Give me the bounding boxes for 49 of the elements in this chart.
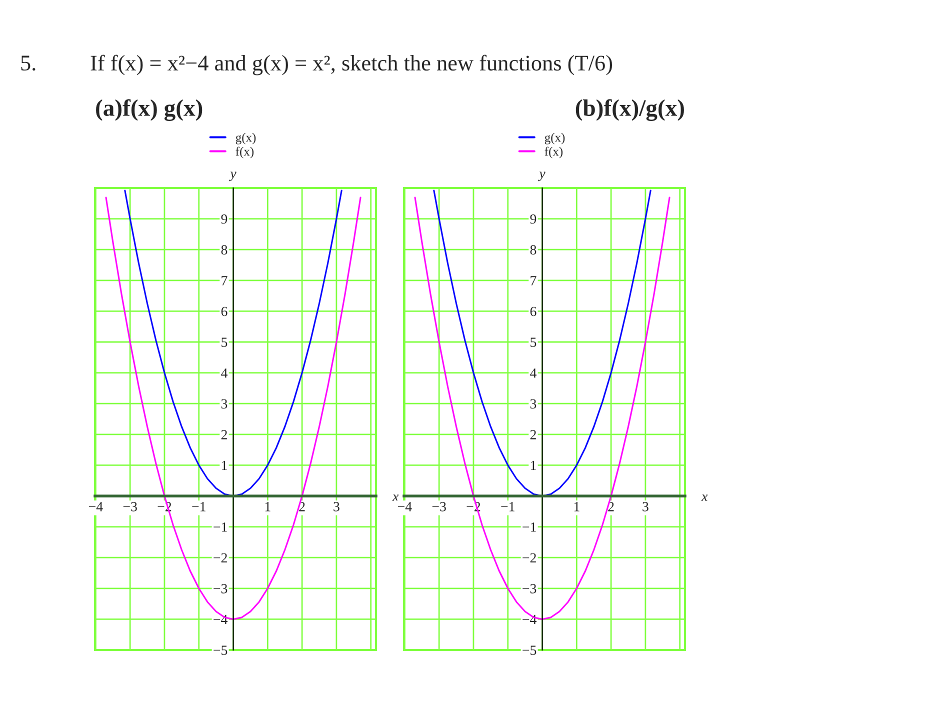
y-axis-title: y xyxy=(538,172,546,182)
x-tick-label: −4 xyxy=(398,502,412,512)
x-tick-label: 3 xyxy=(642,502,648,512)
x-tick-label: −3 xyxy=(123,502,137,512)
line-series xyxy=(124,190,342,497)
y-tick-label: −1 xyxy=(522,522,536,532)
x-tick-label: 1 xyxy=(574,502,580,512)
y-tick-label: −5 xyxy=(214,646,228,655)
text: If f(x) = x²−4 and g(x) = x², sketch the new functions (T/6) xyxy=(90,54,612,76)
y-tick-label: 4 xyxy=(530,368,536,378)
text: 5. xyxy=(21,56,36,71)
x-tick-label: 3 xyxy=(334,502,340,512)
y-tick-label: 3 xyxy=(221,399,228,409)
y-tick-label: 5 xyxy=(530,338,536,347)
y-tick-label: 6 xyxy=(221,306,228,316)
y-tick-label: 3 xyxy=(530,399,536,409)
legend-label: f(x) xyxy=(236,146,254,158)
y-tick-label: 2 xyxy=(221,430,227,440)
y-tick-label: −3 xyxy=(214,584,228,594)
legend-label: g(x) xyxy=(544,132,565,144)
y-axis-title: y xyxy=(229,172,236,182)
y-tick-label: 1 xyxy=(530,460,536,470)
line-series xyxy=(433,190,652,497)
y-tick-label: 8 xyxy=(221,245,228,255)
y-tick-label: 2 xyxy=(530,430,536,440)
x-tick-label: −4 xyxy=(88,502,103,512)
y-tick-label: 9 xyxy=(221,214,228,224)
x-tick-label: −1 xyxy=(501,502,514,512)
chart-title: (b)f(x)/g(x) xyxy=(576,99,684,121)
x-tick-label: −1 xyxy=(192,502,206,512)
y-tick-label: −5 xyxy=(522,646,536,655)
y-tick-label: 7 xyxy=(222,276,228,286)
legend-label: g(x) xyxy=(236,132,256,144)
x-tick-label: −3 xyxy=(432,502,446,512)
chart-title: (a)f(x) g(x) xyxy=(96,99,202,121)
y-tick-label: 6 xyxy=(530,306,536,316)
y-tick-label: 4 xyxy=(221,368,228,378)
y-tick-label: −3 xyxy=(522,584,536,594)
y-tick-label: −2 xyxy=(522,553,536,562)
y-tick-label: −1 xyxy=(214,522,227,532)
legend-label: f(x) xyxy=(544,146,563,158)
y-tick-label: 7 xyxy=(530,276,536,286)
y-tick-label: 9 xyxy=(530,214,536,224)
x-tick-label: 1 xyxy=(265,502,270,512)
y-tick-label: 8 xyxy=(530,245,536,255)
x-axis-title: x xyxy=(701,494,708,502)
y-tick-label: 1 xyxy=(222,460,227,470)
y-tick-label: 5 xyxy=(222,338,228,347)
y-tick-label: −2 xyxy=(214,553,227,562)
